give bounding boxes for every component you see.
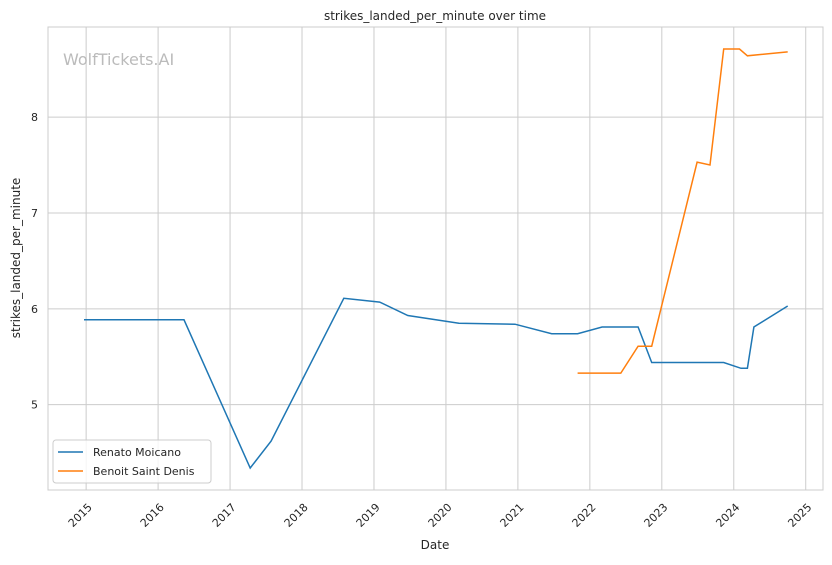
- y-axis-label: strikes_landed_per_minute: [9, 178, 23, 339]
- x-tick-label: 2020: [426, 501, 455, 530]
- x-tick-label: 2021: [498, 501, 527, 530]
- x-tick-label: 2018: [282, 501, 311, 530]
- plot-frame: [47, 26, 824, 491]
- watermark: WolfTickets.AI: [63, 50, 174, 69]
- y-tick-label: 5: [31, 399, 38, 412]
- chart-title: strikes_landed_per_minute over time: [324, 9, 546, 23]
- legend-label-renato: Renato Moicano: [93, 446, 181, 459]
- x-tick-label: 2025: [785, 501, 814, 530]
- x-tick-label: 2015: [66, 501, 95, 530]
- x-axis-label: Date: [421, 538, 450, 552]
- series-line-renato-moicano: [84, 297, 789, 470]
- series-line-benoit-saint-denis: [577, 48, 788, 374]
- y-tick-label: 7: [31, 207, 38, 220]
- y-tick-label: 8: [31, 111, 38, 124]
- x-tick-label: 2016: [138, 501, 167, 530]
- x-tick-label: 2024: [713, 501, 742, 530]
- y-tick-label: 6: [31, 303, 38, 316]
- x-tick-label: 2023: [642, 501, 671, 530]
- x-tick-label: 2019: [354, 501, 383, 530]
- legend: Renato Moicano Benoit Saint Denis: [52, 439, 212, 484]
- x-tick-label: 2017: [210, 501, 239, 530]
- x-tick-label: 2022: [570, 501, 599, 530]
- legend-label-benoit: Benoit Saint Denis: [93, 465, 195, 478]
